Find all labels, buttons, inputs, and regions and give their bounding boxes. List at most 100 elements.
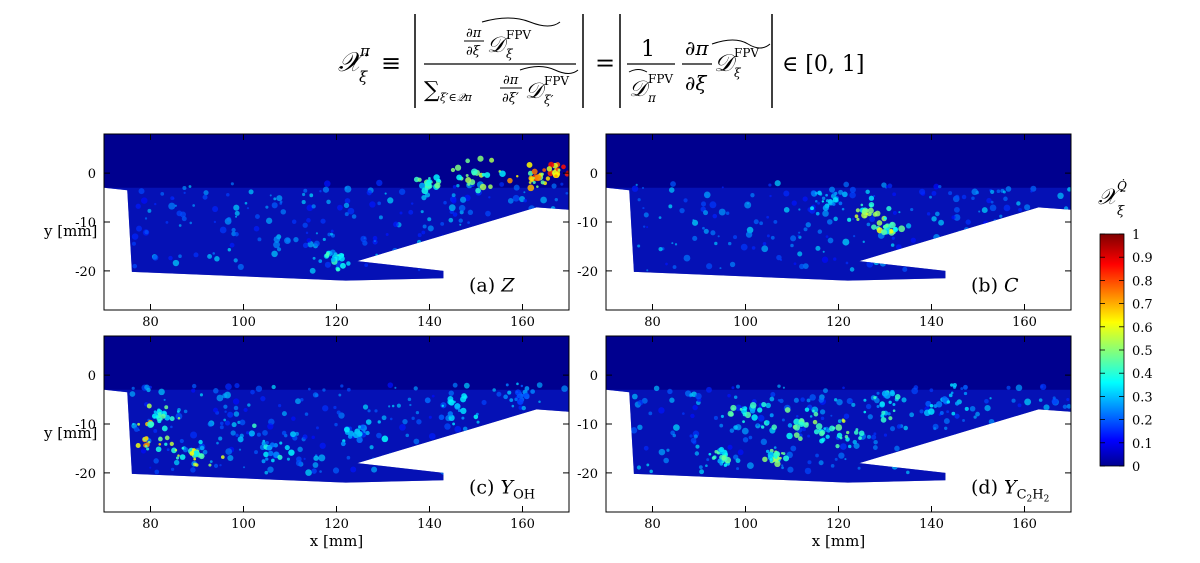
hotspot-mark <box>137 422 141 426</box>
hotspot-mark <box>489 157 495 163</box>
hotspot-mark <box>176 410 180 413</box>
hotspot-mark <box>946 400 951 404</box>
hotspot-mark <box>874 210 881 217</box>
hotspot-mark <box>793 424 801 431</box>
y-tick-label: -10 <box>75 216 96 231</box>
eq-equals: = <box>595 49 615 77</box>
eq-num-top: ∂π <box>466 26 482 41</box>
hotspot-mark <box>885 223 889 228</box>
hotspot-mark <box>377 420 381 424</box>
hotspot-mark <box>838 201 843 206</box>
hotspot-mark <box>950 383 954 387</box>
panel-label: (b) C <box>971 275 1019 297</box>
hotspot-mark <box>171 447 177 454</box>
hotspot-mark <box>417 177 422 182</box>
hotspot-mark <box>271 458 275 463</box>
hotspot-mark <box>954 401 960 406</box>
hotspot-mark <box>346 261 351 266</box>
hotspot-mark <box>783 455 790 462</box>
hotspot-mark <box>189 451 195 456</box>
hotspot-mark <box>481 172 486 177</box>
hotspot-mark <box>338 255 345 262</box>
x-tick-label: 120 <box>826 517 851 532</box>
hotspot-mark <box>892 409 896 413</box>
hotspot-mark <box>856 217 860 221</box>
hotspot-mark <box>784 407 791 413</box>
hotspot-mark <box>545 176 551 181</box>
eq-equiv: ≡ <box>381 49 401 77</box>
colorbar-tick-label: 0.6 <box>1132 321 1153 336</box>
hotspot-mark <box>193 450 200 457</box>
hotspot-mark <box>155 446 162 453</box>
hotspot-mark <box>804 407 810 412</box>
x-tick-label: 80 <box>142 315 159 330</box>
hotspot-mark <box>883 392 891 399</box>
hotspot-mark <box>220 455 225 459</box>
x-tick-label: 120 <box>324 315 349 330</box>
hotspot-mark <box>767 451 775 458</box>
hotspot-mark <box>421 187 429 195</box>
hotspot-mark <box>507 177 513 184</box>
x-tick-label: 80 <box>644 517 661 532</box>
hotspot-mark <box>528 181 532 184</box>
y-tick-label: 0 <box>88 167 96 182</box>
x-tick-label: 120 <box>324 517 349 532</box>
hotspot-mark <box>883 216 887 220</box>
y-axis-label: y [mm] <box>43 222 97 240</box>
hotspot-mark <box>554 174 558 178</box>
y-tick-label: -20 <box>75 467 96 482</box>
y-tick-label: 0 <box>88 369 96 384</box>
hotspot-mark <box>718 446 725 453</box>
hotspot-mark <box>330 257 336 263</box>
hotspot-mark <box>716 451 720 455</box>
x-tick-label: 80 <box>644 315 661 330</box>
hotspot-mark <box>927 408 935 415</box>
colorbar-tick-label: 0.9 <box>1132 251 1153 266</box>
hotspot-mark <box>360 424 365 430</box>
hotspot-mark <box>887 412 891 416</box>
eq-sum-sub: ξ′∈𝒬π <box>440 91 473 104</box>
hotspot-mark <box>723 463 728 467</box>
hotspot-mark <box>749 408 756 414</box>
hotspot-mark <box>146 403 152 409</box>
hotspot-mark <box>517 398 524 405</box>
hotspot-mark <box>359 433 362 437</box>
hotspot-mark <box>886 205 892 212</box>
hotspot-mark <box>488 184 493 190</box>
hotspot-mark <box>858 430 865 437</box>
hotspot-mark <box>793 432 800 439</box>
y-axis-label: y [mm] <box>43 424 97 442</box>
eq-den-top: ∂π <box>503 73 519 88</box>
hotspot-mark <box>848 444 852 449</box>
equation: 𝒳 π ξ ≡ ∂π ∂ξ 𝒟 FPV ξ ∑ ξ′∈𝒬π ∂π ∂ξ′ 𝒟 F… <box>338 14 864 108</box>
hotspot-mark <box>727 410 734 417</box>
hotspot-mark <box>198 453 205 460</box>
hotspot-mark <box>479 183 487 191</box>
hotspot-mark <box>514 397 518 402</box>
hotspot-mark <box>164 414 171 421</box>
hotspot-mark <box>452 422 456 426</box>
hotspot-mark <box>449 401 454 406</box>
hotspot-mark <box>334 252 338 256</box>
hotspot-mark <box>860 203 864 207</box>
colorbar-tick-label: 1 <box>1132 228 1140 243</box>
hotspot-mark <box>265 457 269 461</box>
hotspot-mark <box>144 444 148 448</box>
eq-num-D-sup: FPV <box>506 28 531 42</box>
colorbar-title-sub: ξ <box>1117 204 1125 219</box>
eq-dxi: ∂ξ <box>685 71 707 95</box>
hotspot-mark <box>434 182 441 189</box>
hotspot-mark <box>471 168 478 176</box>
eq-lhs-sup: π <box>359 42 371 60</box>
hotspot-mark <box>787 423 793 428</box>
eq-rD-sub: ξ <box>734 66 742 80</box>
hotspot-mark <box>774 455 778 459</box>
eq-range: ∈ [0, 1] <box>782 52 864 77</box>
y-tick-label: 0 <box>590 167 598 182</box>
hotspot-mark <box>963 391 968 396</box>
hotspot-mark <box>824 203 828 207</box>
hotspot-mark <box>381 435 389 443</box>
hotspot-mark <box>523 392 530 400</box>
